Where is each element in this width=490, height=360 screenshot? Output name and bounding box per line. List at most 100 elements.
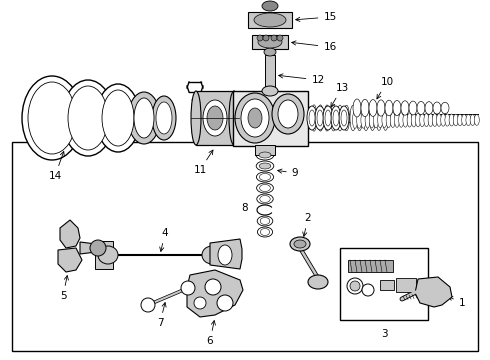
Ellipse shape [333, 110, 339, 126]
Ellipse shape [259, 174, 270, 180]
Ellipse shape [278, 100, 298, 128]
Ellipse shape [416, 113, 420, 127]
Ellipse shape [252, 104, 259, 132]
Ellipse shape [318, 105, 323, 131]
Ellipse shape [441, 114, 446, 126]
Ellipse shape [218, 245, 232, 265]
Ellipse shape [264, 48, 276, 56]
Ellipse shape [347, 278, 363, 294]
Ellipse shape [373, 112, 378, 128]
Ellipse shape [241, 99, 269, 137]
Text: 2: 2 [303, 213, 311, 237]
Ellipse shape [134, 98, 154, 138]
Ellipse shape [343, 105, 349, 131]
Ellipse shape [393, 100, 401, 116]
Ellipse shape [205, 279, 221, 295]
Text: 1: 1 [448, 297, 466, 308]
Ellipse shape [445, 114, 450, 126]
Ellipse shape [386, 112, 391, 127]
Ellipse shape [257, 35, 263, 41]
Ellipse shape [382, 112, 387, 128]
Ellipse shape [141, 298, 155, 312]
Ellipse shape [22, 76, 82, 160]
Ellipse shape [441, 102, 449, 114]
Text: 13: 13 [331, 83, 348, 107]
Ellipse shape [433, 102, 441, 114]
Bar [348, 260, 393, 272]
Ellipse shape [62, 80, 114, 156]
Ellipse shape [361, 99, 369, 117]
Ellipse shape [407, 113, 412, 127]
Ellipse shape [285, 104, 291, 131]
Ellipse shape [194, 297, 206, 309]
Ellipse shape [428, 113, 433, 126]
Text: 16: 16 [292, 41, 337, 52]
Ellipse shape [308, 275, 328, 289]
Ellipse shape [235, 93, 275, 143]
Ellipse shape [203, 100, 227, 136]
Ellipse shape [102, 90, 134, 146]
Ellipse shape [341, 110, 347, 126]
Ellipse shape [98, 246, 118, 264]
Ellipse shape [307, 106, 317, 130]
Ellipse shape [323, 106, 333, 130]
Ellipse shape [246, 104, 252, 132]
Ellipse shape [258, 36, 282, 48]
Ellipse shape [337, 105, 343, 131]
Bar [380, 280, 394, 290]
Ellipse shape [385, 100, 393, 116]
Ellipse shape [350, 281, 360, 291]
Ellipse shape [353, 99, 361, 117]
Ellipse shape [257, 183, 273, 193]
Polygon shape [80, 242, 96, 254]
Text: 11: 11 [194, 150, 213, 175]
Ellipse shape [330, 105, 337, 131]
Ellipse shape [229, 91, 239, 145]
Text: 12: 12 [279, 74, 325, 85]
Ellipse shape [192, 108, 198, 112]
Ellipse shape [202, 246, 222, 264]
Text: 8: 8 [242, 203, 248, 213]
Ellipse shape [181, 281, 195, 295]
Ellipse shape [262, 1, 278, 11]
Ellipse shape [272, 94, 304, 134]
Ellipse shape [383, 106, 389, 130]
Ellipse shape [363, 105, 369, 131]
Text: 9: 9 [278, 168, 298, 178]
Ellipse shape [290, 237, 310, 251]
Ellipse shape [420, 113, 425, 127]
Ellipse shape [315, 106, 325, 130]
Ellipse shape [304, 105, 311, 131]
Text: 14: 14 [49, 152, 64, 181]
Ellipse shape [339, 106, 349, 130]
Ellipse shape [432, 114, 437, 126]
Ellipse shape [192, 103, 198, 107]
Ellipse shape [362, 284, 374, 296]
Ellipse shape [254, 13, 286, 27]
Ellipse shape [394, 113, 399, 127]
Ellipse shape [352, 112, 358, 129]
Ellipse shape [317, 110, 323, 126]
Bar [255, 145, 275, 155]
Text: 10: 10 [377, 77, 393, 99]
Bar [12, 142, 478, 351]
Bar [233, 91, 308, 146]
Text: 5: 5 [60, 276, 69, 301]
Ellipse shape [376, 105, 382, 130]
Ellipse shape [294, 240, 306, 248]
Ellipse shape [256, 161, 274, 171]
Ellipse shape [417, 102, 425, 114]
Ellipse shape [311, 105, 317, 131]
Bar [396, 278, 416, 292]
Ellipse shape [96, 84, 140, 152]
Ellipse shape [369, 100, 377, 116]
Ellipse shape [292, 104, 297, 131]
Ellipse shape [207, 106, 223, 130]
Ellipse shape [259, 152, 271, 158]
Ellipse shape [156, 102, 172, 134]
Ellipse shape [449, 114, 454, 126]
Ellipse shape [259, 104, 265, 132]
Ellipse shape [68, 86, 108, 150]
Bar [196, 91, 234, 145]
Ellipse shape [277, 35, 283, 41]
